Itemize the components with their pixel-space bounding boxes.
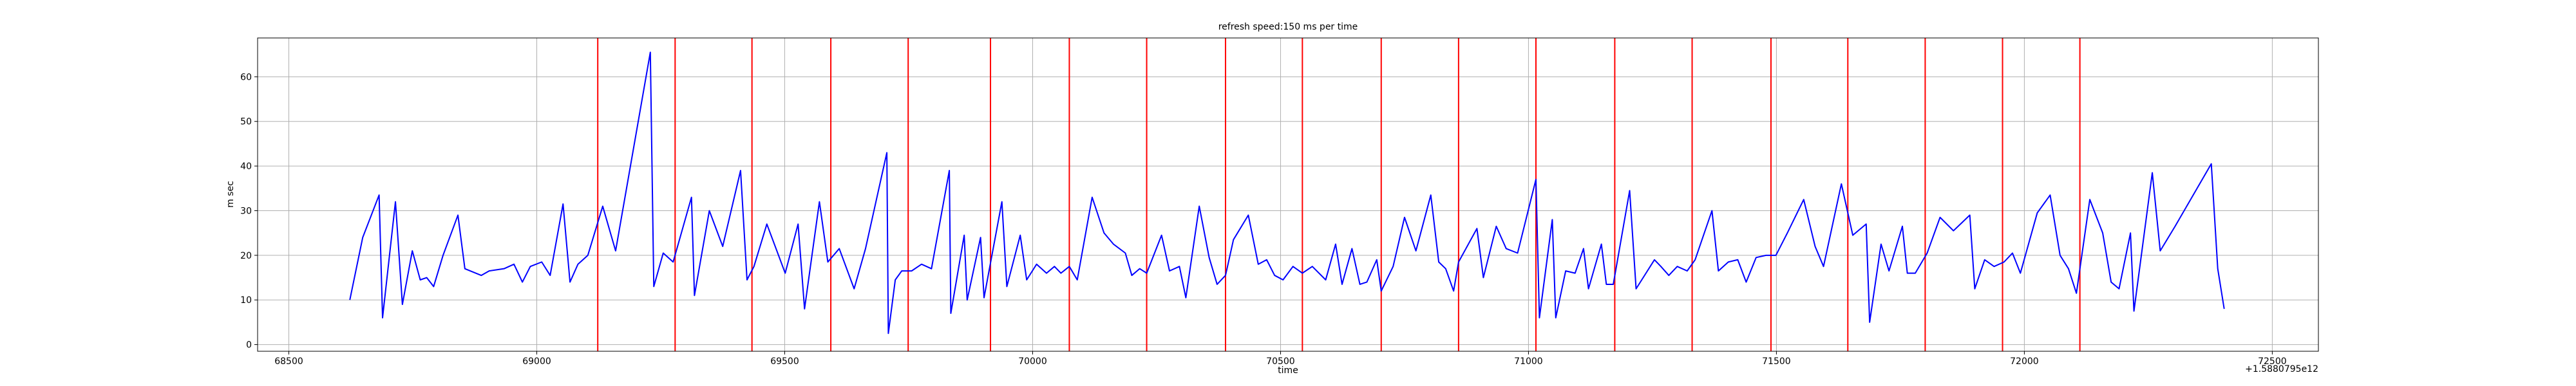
x-tick-label: 72500 — [2258, 356, 2287, 367]
x-tick-label: 68500 — [274, 356, 303, 367]
y-axis-label: m sec — [225, 181, 236, 208]
x-tick-label: 69000 — [522, 356, 551, 367]
x-axis-label: time — [1278, 365, 1298, 376]
data-line — [349, 51, 2225, 335]
x-tick-label: 69500 — [770, 356, 799, 367]
y-tick-label: 10 — [240, 295, 252, 306]
y-tick-label: 50 — [240, 117, 252, 127]
y-tick-label: 40 — [240, 161, 252, 172]
x-tick-label: 70000 — [1018, 356, 1047, 367]
y-tick-label: 20 — [240, 251, 252, 261]
y-tick-label: 60 — [240, 72, 252, 82]
x-tick-label: 72000 — [2010, 356, 2039, 367]
x-tick-label: 71500 — [1762, 356, 1791, 367]
chart-title: refresh speed:150 ms per time — [1218, 22, 1358, 32]
y-tick-label: 30 — [240, 206, 252, 216]
y-tick-label: 0 — [246, 340, 252, 351]
plot-frame — [257, 37, 2319, 352]
x-tick-label: 71000 — [1514, 356, 1543, 367]
x-offset-label: +1.5880795e12 — [2245, 364, 2318, 374]
x-tick-label: 70500 — [1266, 356, 1295, 367]
